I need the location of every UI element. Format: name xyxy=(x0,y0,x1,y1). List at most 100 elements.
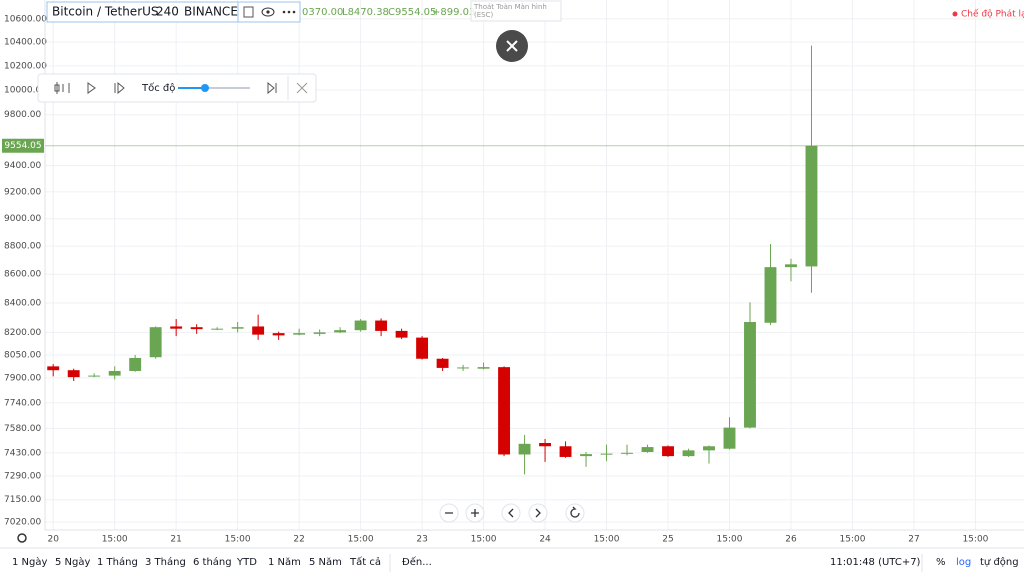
nav-icons xyxy=(445,506,580,518)
y-tick-label: 7020.00 xyxy=(4,518,41,528)
exchange: BINANCE xyxy=(184,5,238,19)
range-button[interactable]: 1 Tháng xyxy=(97,556,138,568)
candle-body xyxy=(682,450,695,457)
exit-icon xyxy=(506,40,518,52)
y-tick-label: 9800.00 xyxy=(4,110,41,120)
candle-body xyxy=(416,337,429,359)
y-tick-label: 7740.00 xyxy=(4,398,41,408)
header-change: +899.03 xyxy=(432,7,475,18)
x-tick-label: 20 xyxy=(47,535,59,545)
y-tick-label: 8200.00 xyxy=(4,328,41,338)
candle-body xyxy=(149,327,162,358)
candle-body xyxy=(47,366,60,371)
candle-body xyxy=(129,357,142,371)
range-button[interactable]: 3 Tháng xyxy=(145,556,186,568)
jump-button[interactable] xyxy=(267,81,277,95)
candle-body xyxy=(785,264,797,268)
y-tick-label: 9200.00 xyxy=(4,187,41,197)
candle-body xyxy=(498,367,511,455)
header-high: 0370.00 xyxy=(302,7,343,18)
candle-body xyxy=(703,446,715,451)
candle-body xyxy=(764,267,777,323)
speed-label: Tốc độ xyxy=(141,82,175,94)
candle-body xyxy=(600,453,613,455)
x-tick-label: 24 xyxy=(539,535,551,545)
x-tick-label: 23 xyxy=(416,535,427,545)
candle-body xyxy=(744,322,756,428)
candle-body xyxy=(190,327,203,330)
range-button[interactable]: 1 Năm xyxy=(268,557,301,568)
speed-thumb[interactable] xyxy=(201,84,209,92)
y-tick-label: 8800.00 xyxy=(4,242,41,252)
goto-button[interactable]: Đến... xyxy=(402,556,432,568)
x-tick-label: 15:00 xyxy=(594,535,620,545)
candles xyxy=(45,45,1024,475)
range-button[interactable]: 6 tháng xyxy=(193,556,232,568)
candle-body xyxy=(477,367,490,369)
scroll-right[interactable] xyxy=(528,503,548,523)
candle-body xyxy=(621,452,633,454)
icon-eye[interactable] xyxy=(261,7,275,17)
settings-icon[interactable] xyxy=(17,533,27,543)
candle-body xyxy=(293,333,306,335)
icon-flag[interactable] xyxy=(243,6,254,18)
y-tick-label: 7150.00 xyxy=(4,495,41,505)
percent-toggle[interactable]: % xyxy=(936,557,946,568)
x-tick-label: 26 xyxy=(785,535,797,545)
range-button[interactable]: YTD xyxy=(236,557,257,568)
symbol-title: Bitcoin / TetherUS xyxy=(52,5,159,19)
candle-body xyxy=(313,332,326,334)
y-tick-label: 10400.00 xyxy=(4,38,47,48)
header-low: L8470.38 xyxy=(342,7,389,18)
y-tick-label: 10600.00 xyxy=(4,14,47,24)
icon-candles[interactable] xyxy=(56,82,70,94)
tooltip-key: (ESC) xyxy=(474,11,493,19)
candle-body xyxy=(457,367,470,369)
candle-body xyxy=(436,358,449,368)
interval: 240 xyxy=(156,5,179,19)
last-price-box xyxy=(2,138,44,153)
candle-body xyxy=(723,427,736,449)
toolbar-close[interactable] xyxy=(296,82,308,94)
step-button[interactable] xyxy=(114,81,125,95)
replay-toolbar xyxy=(37,73,317,103)
replay-dot xyxy=(952,11,958,17)
play-button[interactable] xyxy=(87,82,96,94)
header-close: C9554.05 xyxy=(388,7,436,18)
range-button[interactable]: 5 Ngày xyxy=(55,556,90,568)
candle-body xyxy=(211,328,224,330)
reset[interactable] xyxy=(565,503,585,523)
candle-body xyxy=(67,370,80,378)
range-button[interactable]: 5 Năm xyxy=(309,557,342,568)
candle-body xyxy=(272,333,285,336)
candle-body xyxy=(252,326,265,335)
candle-body xyxy=(805,145,818,267)
x-tick-label: 15:00 xyxy=(839,535,865,545)
candle-body xyxy=(108,370,121,376)
scroll-left[interactable] xyxy=(501,503,521,523)
auto-toggle[interactable]: tự động xyxy=(980,556,1019,568)
axes: 10600.00 10400.00 10200.00 10000.00 9800.00 9… xyxy=(2,14,989,545)
log-toggle[interactable]: log xyxy=(956,557,971,568)
y-tick-label: 10000.00 xyxy=(4,86,47,96)
range-button[interactable]: Tất cả xyxy=(349,556,381,568)
legend-box[interactable] xyxy=(46,1,301,23)
tooltip-box xyxy=(470,0,562,22)
x-tick-label: 15:00 xyxy=(471,535,497,545)
x-tick-label: 15:00 xyxy=(225,535,251,545)
y-tick-label: 10200.00 xyxy=(4,61,47,71)
candle-body xyxy=(662,446,674,457)
y-tick-label: 7900.00 xyxy=(4,373,41,383)
candle-body xyxy=(559,446,572,457)
range-button[interactable]: 1 Ngày xyxy=(12,556,47,568)
y-tick-label: 7580.00 xyxy=(4,424,41,434)
candle-body xyxy=(231,327,244,329)
last-price-label: 9554.05 xyxy=(4,141,41,151)
icon-more[interactable] xyxy=(282,10,296,14)
x-tick-label: 15:00 xyxy=(102,535,128,545)
y-tick-label: 7430.00 xyxy=(4,448,41,458)
grid xyxy=(45,0,1024,530)
candle-body xyxy=(518,443,531,455)
candle-body xyxy=(170,326,183,329)
